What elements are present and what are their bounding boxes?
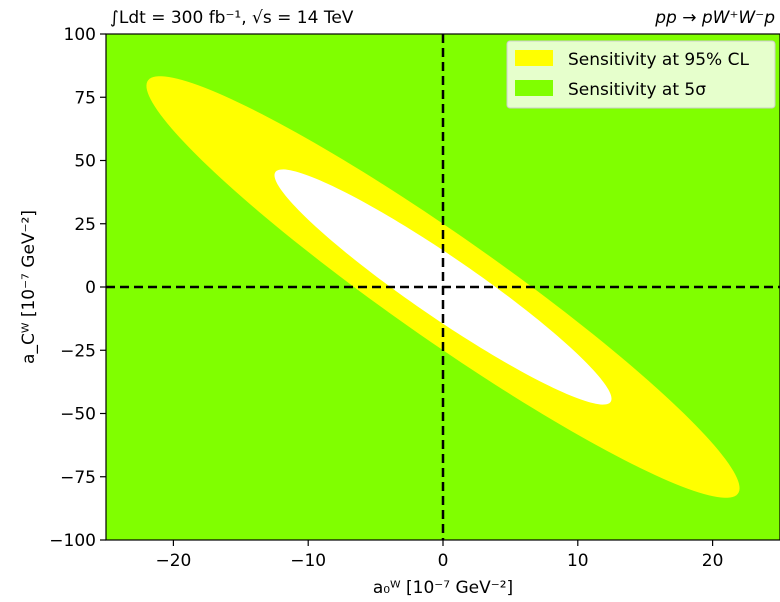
- y-axis-ticks: 100 75 50 25 0 −25 −50 −75 −100: [49, 25, 106, 551]
- title-left: ∫Ldt = 300 fb⁻¹, √s = 14 TeV: [110, 8, 354, 28]
- x-tick-label: 20: [702, 551, 724, 571]
- legend-swatch-5sigma: [515, 80, 553, 96]
- x-tick-label: 0: [438, 551, 449, 571]
- x-axis-label: a₀ᵂ [10⁻⁷ GeV⁻²]: [373, 578, 513, 598]
- title-right: pp → pW⁺W⁻p: [654, 8, 775, 28]
- x-tick-label: 10: [567, 551, 589, 571]
- y-tick-label: 75: [74, 88, 96, 108]
- y-tick-label: −100: [49, 531, 96, 551]
- legend: Sensitivity at 95% CL Sensitivity at 5σ: [506, 40, 776, 109]
- y-tick-label: 0: [85, 278, 96, 298]
- x-tick-label: −20: [155, 551, 191, 571]
- y-tick-label: 25: [74, 215, 96, 235]
- y-axis-label: a_Cᵂ [10⁻⁷ GeV⁻²]: [19, 210, 39, 364]
- y-tick-label: −25: [60, 341, 96, 361]
- legend-label-5sigma: Sensitivity at 5σ: [568, 80, 706, 100]
- y-tick-label: 50: [74, 152, 96, 172]
- y-tick-label: −75: [60, 468, 96, 488]
- legend-label-95cl: Sensitivity at 95% CL: [568, 50, 749, 70]
- y-tick-label: 100: [64, 25, 96, 45]
- legend-box: [506, 40, 776, 109]
- legend-swatch-95cl: [515, 50, 553, 66]
- x-axis-ticks: −20 −10 0 10 20: [155, 540, 723, 571]
- x-tick-label: −10: [290, 551, 326, 571]
- y-tick-label: −50: [60, 405, 96, 425]
